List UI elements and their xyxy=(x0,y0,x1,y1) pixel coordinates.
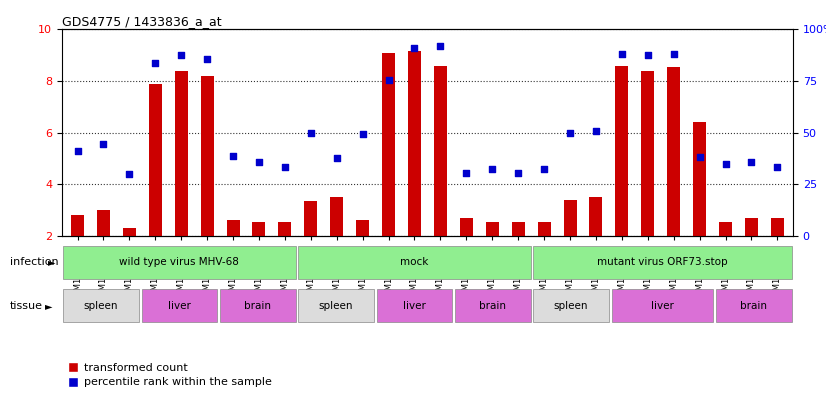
Bar xyxy=(141,289,217,322)
Text: GDS4775 / 1433836_a_at: GDS4775 / 1433836_a_at xyxy=(62,15,221,28)
Bar xyxy=(716,289,791,322)
Point xyxy=(563,129,577,136)
Point xyxy=(330,155,344,162)
Point xyxy=(719,160,732,167)
Point xyxy=(693,154,706,160)
Bar xyxy=(667,67,680,236)
Bar xyxy=(534,246,791,279)
Point xyxy=(460,169,473,176)
Point xyxy=(408,44,421,51)
Point xyxy=(123,171,136,177)
Bar xyxy=(330,197,344,236)
Bar xyxy=(226,220,240,236)
Bar xyxy=(641,71,654,236)
Bar xyxy=(434,66,447,236)
Point xyxy=(641,52,654,59)
Bar xyxy=(745,218,758,236)
Point xyxy=(356,131,369,137)
Point xyxy=(434,43,447,50)
Point xyxy=(745,159,758,165)
Point xyxy=(382,77,395,83)
Text: spleen: spleen xyxy=(553,301,588,310)
Point xyxy=(304,129,317,136)
Bar xyxy=(455,289,530,322)
Bar xyxy=(719,222,732,236)
Text: ►: ► xyxy=(45,301,53,311)
Bar xyxy=(304,201,317,236)
Text: brain: brain xyxy=(740,301,767,310)
Point xyxy=(174,52,188,59)
Bar xyxy=(771,218,784,236)
Bar xyxy=(298,246,530,279)
Point xyxy=(615,51,629,57)
Text: wild type virus MHV-68: wild type virus MHV-68 xyxy=(120,257,240,267)
Bar xyxy=(377,289,453,322)
Bar xyxy=(615,66,629,236)
Bar xyxy=(538,222,551,236)
Point xyxy=(71,147,84,154)
Bar xyxy=(64,246,296,279)
Text: mock: mock xyxy=(401,257,429,267)
Bar xyxy=(64,289,139,322)
Point xyxy=(201,56,214,62)
Bar xyxy=(123,228,135,236)
Point xyxy=(511,169,525,176)
Bar xyxy=(382,53,395,236)
Bar xyxy=(97,210,110,236)
Bar xyxy=(201,76,214,236)
Point xyxy=(278,164,292,171)
Text: spleen: spleen xyxy=(319,301,354,310)
Bar xyxy=(278,222,292,236)
Point xyxy=(771,164,784,171)
Bar xyxy=(534,289,609,322)
Bar xyxy=(356,220,369,236)
Text: tissue: tissue xyxy=(10,301,43,311)
Text: brain: brain xyxy=(244,301,271,310)
Bar xyxy=(220,289,296,322)
Text: liver: liver xyxy=(403,301,426,310)
Bar xyxy=(408,51,421,236)
Point xyxy=(589,128,602,134)
Bar xyxy=(71,215,84,236)
Text: infection: infection xyxy=(10,257,59,267)
Bar xyxy=(511,222,525,236)
Bar xyxy=(563,200,577,236)
Text: mutant virus ORF73.stop: mutant virus ORF73.stop xyxy=(597,257,728,267)
Text: liver: liver xyxy=(168,301,191,310)
Bar xyxy=(693,122,706,236)
Text: ►: ► xyxy=(48,257,55,267)
Bar xyxy=(486,222,499,236)
Bar xyxy=(149,84,162,236)
Point xyxy=(667,51,681,57)
Text: spleen: spleen xyxy=(84,301,118,310)
Point xyxy=(149,60,162,66)
Bar xyxy=(590,197,602,236)
Point xyxy=(226,153,240,159)
Text: brain: brain xyxy=(479,301,506,310)
Bar xyxy=(611,289,714,322)
Point xyxy=(253,159,266,165)
Bar xyxy=(460,218,472,236)
Text: liver: liver xyxy=(651,301,674,310)
Bar xyxy=(253,222,265,236)
Legend: transformed count, percentile rank within the sample: transformed count, percentile rank withi… xyxy=(68,363,272,387)
Bar xyxy=(298,289,374,322)
Point xyxy=(486,165,499,172)
Bar xyxy=(175,71,188,236)
Point xyxy=(538,165,551,172)
Point xyxy=(97,141,110,147)
